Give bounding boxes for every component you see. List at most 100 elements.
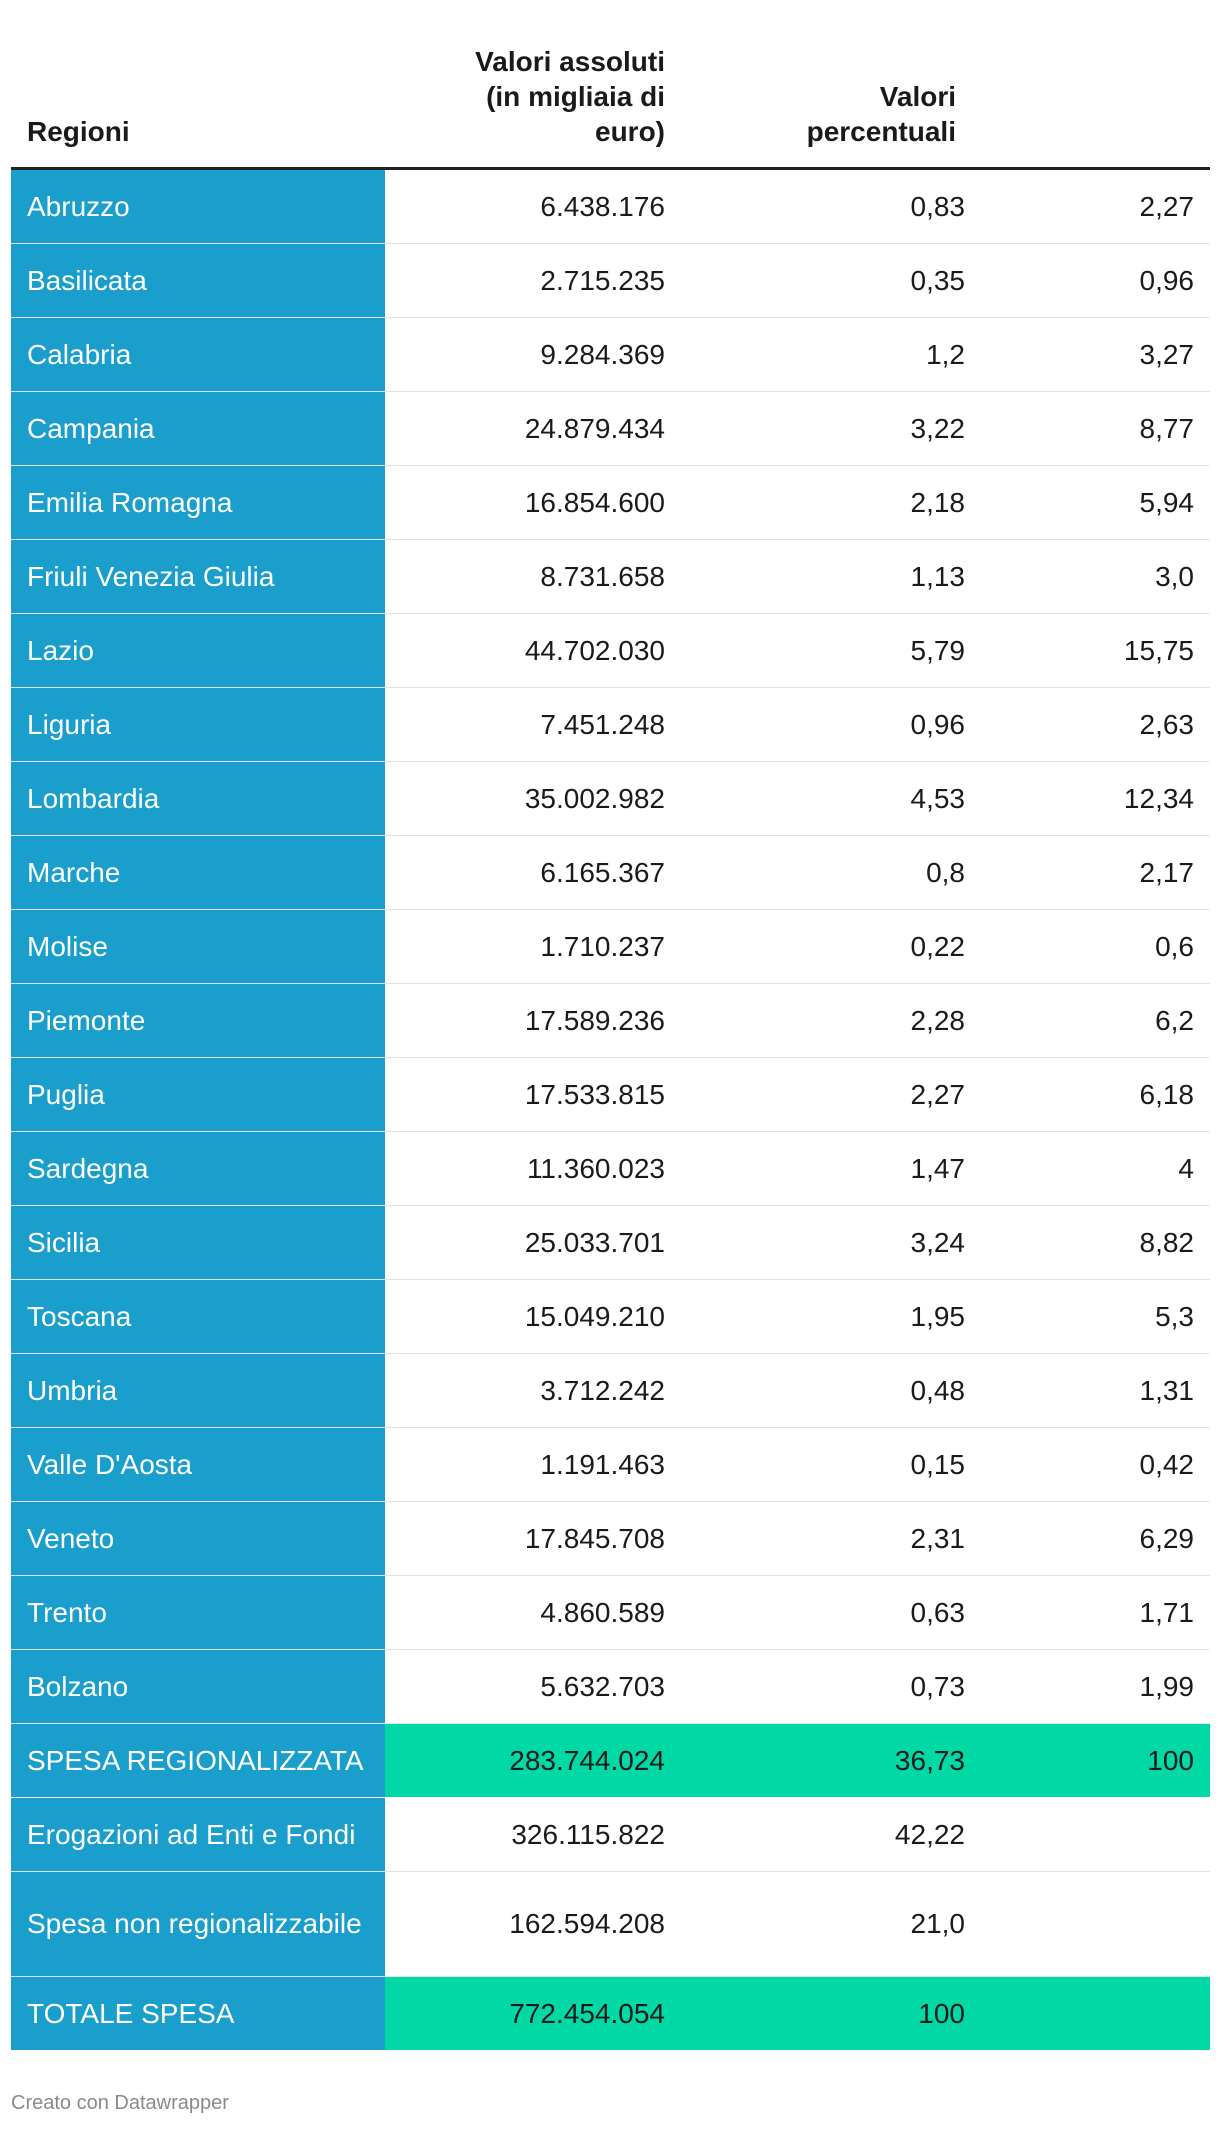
regional-percentage-cell: 8,82 xyxy=(1139,1226,1195,1258)
percentage-cell: 4,53 xyxy=(910,782,966,814)
regional-percentage-cell xyxy=(965,1872,1210,1976)
percentage-cell: 0,48 xyxy=(910,1374,966,1406)
header-valori-percentuali: Valori percentuali xyxy=(806,81,956,147)
table-row: Emilia Romagna 16.854.600 2,18 5,94 xyxy=(11,466,1210,540)
percentage-cell: 21,0 xyxy=(910,1908,966,1939)
absolute-value-cell: 3.712.242 xyxy=(540,1374,665,1406)
regional-percentage-cell: 2,27 xyxy=(1139,190,1195,222)
regional-percentage-cell: 6,29 xyxy=(1139,1522,1195,1554)
regional-percentage-cell: 12,34 xyxy=(1123,782,1194,814)
region-cell: Lazio xyxy=(11,614,385,687)
region-cell: Marche xyxy=(11,836,385,909)
regional-percentage-cell: 0,96 xyxy=(1139,264,1195,296)
table-row: TOTALE SPESA 772.454.054 100 xyxy=(11,1977,1210,2051)
regional-percentage-cell: 8,77 xyxy=(1139,412,1195,444)
percentage-cell: 1,13 xyxy=(910,560,966,592)
percentage-cell: 2,18 xyxy=(910,486,966,518)
absolute-value-cell: 17.845.708 xyxy=(524,1522,665,1554)
table-row: Valle D'Aosta 1.191.463 0,15 0,42 xyxy=(11,1428,1210,1502)
regional-percentage-cell: 6,18 xyxy=(1139,1078,1195,1110)
regional-percentage-cell: 15,75 xyxy=(1123,634,1194,666)
table-row: Basilicata 2.715.235 0,35 0,96 xyxy=(11,244,1210,318)
absolute-value-cell: 25.033.701 xyxy=(524,1226,665,1258)
percentage-cell: 0,83 xyxy=(910,190,966,222)
region-cell: TOTALE SPESA xyxy=(11,1977,385,2050)
percentage-cell: 0,73 xyxy=(910,1670,966,1702)
region-cell: Campania xyxy=(11,392,385,465)
percentage-cell: 2,31 xyxy=(910,1522,966,1554)
region-cell: Puglia xyxy=(11,1058,385,1131)
percentage-cell: 36,73 xyxy=(665,1724,965,1797)
region-cell: Emilia Romagna xyxy=(11,466,385,539)
percentage-cell: 100 xyxy=(665,1977,965,2050)
table-row: Toscana 15.049.210 1,95 5,3 xyxy=(11,1280,1210,1354)
data-table: Regioni Valori assoluti (in migliaia di … xyxy=(11,0,1210,2051)
regional-percentage-cell: 5,94 xyxy=(1139,486,1195,518)
regional-percentage-cell: 4 xyxy=(1178,1152,1194,1184)
footer-credit: Creato con Datawrapper xyxy=(11,2092,229,2114)
absolute-value-cell: 162.594.208 xyxy=(509,1908,665,1939)
absolute-value-cell: 11.360.023 xyxy=(526,1152,665,1184)
table-row: Umbria 3.712.242 0,48 1,31 xyxy=(11,1354,1210,1428)
table-row: Molise 1.710.237 0,22 0,6 xyxy=(11,910,1210,984)
region-cell: Friuli Venezia Giulia xyxy=(11,540,385,613)
table-body: Abruzzo 6.438.176 0,83 2,27 Basilicata 2.715.… xyxy=(11,170,1210,2051)
regional-percentage-cell: 2,17 xyxy=(1139,856,1195,888)
table-row: Friuli Venezia Giulia 8.731.658 1,13 3,0 xyxy=(11,540,1210,614)
regional-percentage-cell xyxy=(965,1798,1210,1871)
region-cell: Liguria xyxy=(11,688,385,761)
percentage-cell: 0,35 xyxy=(910,264,966,296)
absolute-value-cell: 7.451.248 xyxy=(540,708,665,740)
percentage-cell: 1,47 xyxy=(910,1152,966,1184)
table-row: Puglia 17.533.815 2,27 6,18 xyxy=(11,1058,1210,1132)
table-row: Piemonte 17.589.236 2,28 6,2 xyxy=(11,984,1210,1058)
regional-percentage-cell: 3,0 xyxy=(1155,560,1194,592)
percentage-cell: 5,79 xyxy=(910,634,966,666)
absolute-value-cell: 1.710.237 xyxy=(540,930,665,962)
absolute-value-cell: 35.002.982 xyxy=(524,782,665,814)
absolute-value-cell: 15.049.210 xyxy=(524,1300,665,1332)
region-cell: Umbria xyxy=(11,1354,385,1427)
table-row: Sardegna 11.360.023 1,47 4 xyxy=(11,1132,1210,1206)
table-row: Calabria 9.284.369 1,2 3,27 xyxy=(11,318,1210,392)
regional-percentage-cell: 0,42 xyxy=(1139,1448,1195,1480)
regional-percentage-cell: 6,2 xyxy=(1155,1004,1194,1036)
percentage-cell: 1,2 xyxy=(926,338,965,370)
absolute-value-cell: 4.860.589 xyxy=(540,1596,665,1628)
regional-percentage-cell: 100 xyxy=(965,1724,1210,1797)
region-cell: SPESA REGIONALIZZATA xyxy=(11,1724,385,1797)
region-cell: Bolzano xyxy=(11,1650,385,1723)
absolute-value-cell: 2.715.235 xyxy=(540,264,665,296)
percentage-cell: 42,22 xyxy=(894,1818,965,1850)
absolute-value-cell: 1.191.463 xyxy=(540,1448,665,1480)
percentage-cell: 2,28 xyxy=(910,1004,966,1036)
regional-percentage-cell: 1,31 xyxy=(1139,1374,1195,1406)
regional-percentage-cell: 5,3 xyxy=(1155,1300,1194,1332)
region-cell: Molise xyxy=(11,910,385,983)
percentage-cell: 3,22 xyxy=(910,412,966,444)
regional-percentage-cell: 0,6 xyxy=(1155,930,1194,962)
region-cell: Valle D'Aosta xyxy=(11,1428,385,1501)
absolute-value-cell: 17.589.236 xyxy=(524,1004,665,1036)
table-row: Campania 24.879.434 3,22 8,77 xyxy=(11,392,1210,466)
region-cell: Calabria xyxy=(11,318,385,391)
regional-percentage-cell xyxy=(965,1977,1210,2050)
absolute-value-cell: 16.854.600 xyxy=(524,486,665,518)
region-cell: Spesa non regionalizzabile xyxy=(11,1872,385,1976)
absolute-value-cell: 5.632.703 xyxy=(540,1670,665,1702)
region-cell: Abruzzo xyxy=(11,170,385,243)
region-cell: Erogazioni ad Enti e Fondi xyxy=(11,1798,385,1871)
table-row: Erogazioni ad Enti e Fondi 326.115.822 42,… xyxy=(11,1798,1210,1872)
table-header: Regioni Valori assoluti (in migliaia di … xyxy=(11,0,1210,170)
percentage-cell: 0,63 xyxy=(910,1596,966,1628)
table-row: Bolzano 5.632.703 0,73 1,99 xyxy=(11,1650,1210,1724)
absolute-value-cell: 17.533.815 xyxy=(524,1078,665,1110)
absolute-value-cell: 6.438.176 xyxy=(540,190,665,222)
absolute-value-cell: 6.165.367 xyxy=(540,856,665,888)
region-cell: Sardegna xyxy=(11,1132,385,1205)
absolute-value-cell: 9.284.369 xyxy=(540,338,665,370)
percentage-cell: 1,95 xyxy=(910,1300,966,1332)
header-regioni: Regioni xyxy=(27,116,130,147)
table-row: Lombardia 35.002.982 4,53 12,34 xyxy=(11,762,1210,836)
regional-percentage-cell: 3,27 xyxy=(1139,338,1195,370)
